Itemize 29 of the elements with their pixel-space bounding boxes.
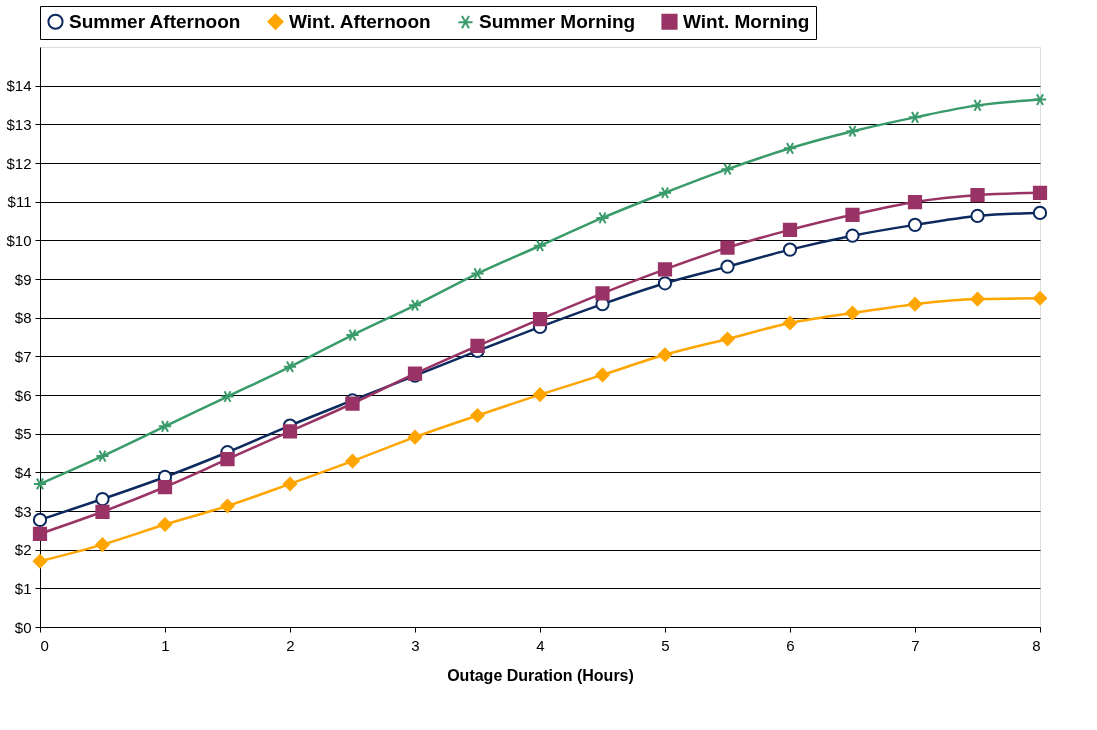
- y-tick-label: $6: [14, 386, 32, 404]
- y-tick-label: $3: [14, 502, 32, 520]
- y-tick-label: $9: [14, 270, 32, 288]
- x-tick-label: 8: [1032, 636, 1041, 654]
- y-tick-label: $1: [14, 579, 32, 597]
- y-tick-label: $5: [14, 425, 32, 443]
- y-tick-label: $2: [14, 541, 32, 559]
- y-tick-label: $7: [14, 347, 32, 365]
- x-axis-title: Outage Duration (Hours): [447, 666, 634, 684]
- y-tick-label: $4: [14, 463, 32, 481]
- x-tick-label: 2: [286, 636, 295, 654]
- y-tick-label: $0: [14, 618, 32, 636]
- y-tick-label: $13: [6, 115, 32, 133]
- legend-label: Summer Morning: [479, 11, 636, 33]
- y-tick-label: $8: [14, 309, 32, 327]
- x-tick-label: 4: [536, 636, 545, 654]
- legend-label: Wint. Afternoon: [289, 10, 431, 32]
- x-tick-label: 0: [40, 636, 49, 654]
- y-tick-label: $11: [7, 193, 32, 211]
- x-tick-label: 1: [161, 636, 170, 654]
- x-tick-label: 7: [911, 636, 920, 654]
- y-tick-label: $14: [6, 77, 32, 95]
- x-tick-label: 5: [661, 636, 670, 654]
- legend-label: Wint. Morning: [683, 10, 810, 32]
- x-tick-label: 6: [786, 636, 795, 654]
- y-tick-label: $10: [6, 231, 32, 249]
- legend-label: Summer Afternoon: [69, 10, 241, 32]
- y-tick-label: $12: [6, 154, 32, 172]
- x-tick-label: 3: [411, 636, 420, 654]
